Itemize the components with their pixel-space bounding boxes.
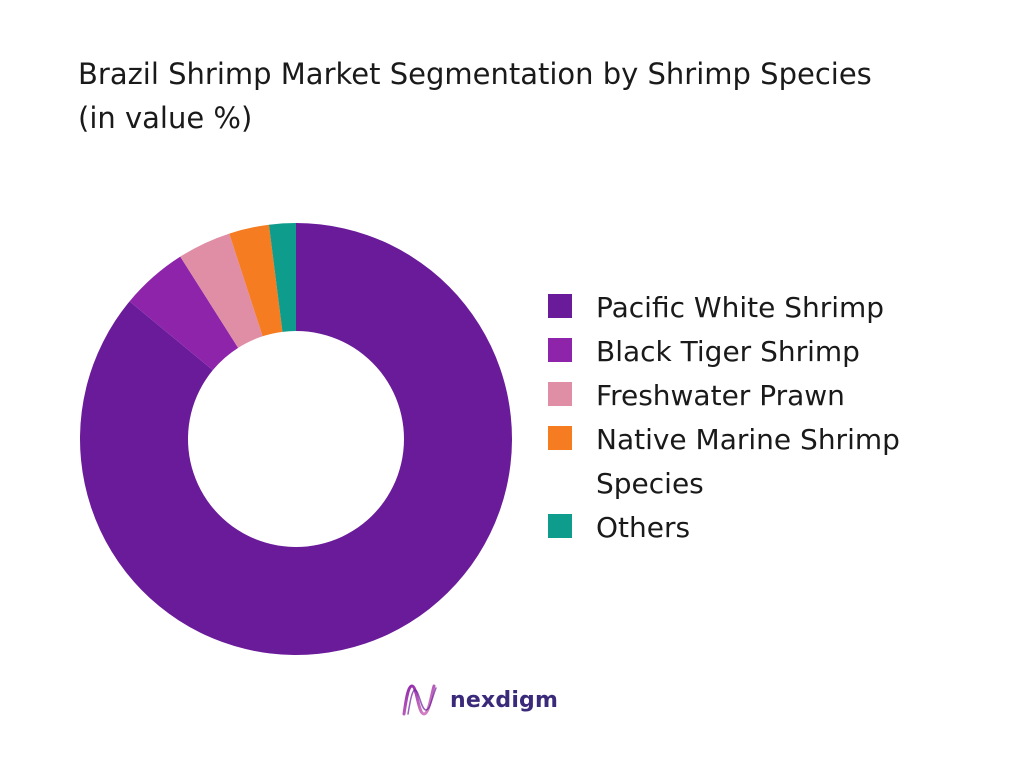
legend-swatch (548, 382, 572, 406)
chart-title: Brazil Shrimp Market Segmentation by Shr… (78, 57, 872, 135)
brand-logo: nexdigm (400, 680, 558, 720)
legend-item: Black Tiger Shrimp (548, 330, 988, 374)
legend-item: Pacific White Shrimp (548, 286, 988, 330)
legend-label: Freshwater Prawn (596, 379, 845, 412)
slice-black-tiger-shrimp (129, 256, 239, 371)
chart-legend: Pacific White Shrimp Black Tiger Shrimp Fr… (548, 286, 988, 550)
legend-swatch (548, 338, 572, 362)
legend-label: Black Tiger Shrimp (596, 335, 860, 368)
legend-swatch (548, 514, 572, 538)
slice-others (268, 223, 296, 332)
brand-name: nexdigm (450, 687, 559, 713)
slice-pacific-white-shrimp (80, 223, 513, 655)
legend-item: Native Marine Shrimp Species (548, 418, 988, 506)
legend-swatch (548, 294, 572, 318)
slice-freshwater-prawn (180, 233, 263, 348)
legend-item: Freshwater Prawn (548, 374, 988, 418)
legend-label: Pacific White Shrimp (596, 291, 885, 324)
legend-swatch (548, 426, 572, 450)
legend-label: Native Marine Shrimp Species (596, 423, 900, 500)
slice-native-marine-shrimp-species (229, 224, 283, 337)
legend-label: Others (596, 511, 691, 544)
donut-slices (80, 223, 513, 655)
nexdigm-logo-icon (402, 684, 437, 716)
legend-item: Others (548, 506, 988, 550)
